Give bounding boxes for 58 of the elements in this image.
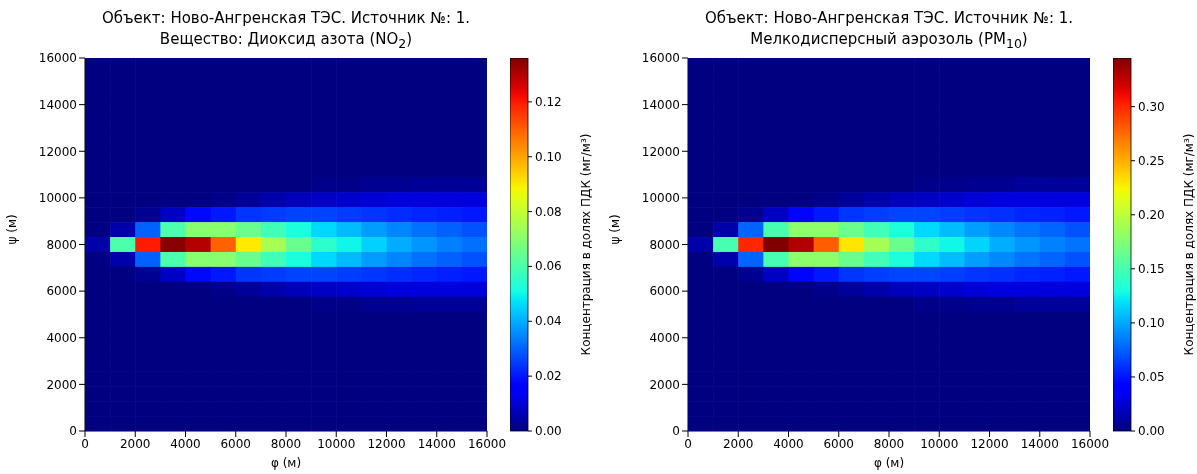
y-tick-label: 6000: [46, 284, 77, 299]
x-tick-label: 8000: [873, 436, 905, 451]
y-tick-label: 10000: [641, 191, 680, 206]
x-tick-label: 0: [81, 436, 89, 451]
y-tick-label: 8000: [46, 237, 77, 252]
color-bar-label: 0.06: [535, 259, 562, 274]
x-tick-label: 16000: [1070, 436, 1110, 451]
color-bar-label: 0.12: [535, 94, 562, 109]
y-tick-label: 12000: [641, 144, 680, 159]
x-tick-label: 2000: [119, 436, 151, 451]
y-axis-title: ψ (м): [5, 214, 20, 245]
y-tick-label: 2000: [46, 377, 77, 392]
y-tick-label: 12000: [38, 144, 77, 159]
y-tick-label: 4000: [46, 331, 77, 346]
chart-title: Объект: Ново-Ангренская ТЭС. Источник №: 1. Мелкодисперсный аэрозоль (PM$_{10}$): [704, 9, 1074, 51]
color-bar-title: Концентрация в долях ПДК (мг/м³): [1182, 133, 1196, 356]
x-tick-label: 14000: [1020, 436, 1059, 451]
y-tick-label: 4000: [649, 331, 680, 346]
y-tick-label: 6000: [649, 284, 680, 299]
color-bar-label: 0.25: [1138, 153, 1165, 168]
x-tick-label: 4000: [773, 436, 804, 451]
x-axis-title: φ (м): [872, 456, 906, 470]
y-tick-label: 10000: [38, 191, 77, 206]
x-tick-label: 8000: [270, 436, 302, 451]
y-tick-label: 8000: [649, 237, 680, 252]
color-bar-label: 0.05: [1138, 369, 1165, 384]
color-bar-label: 0.10: [535, 149, 562, 164]
color-bar-label: 0.02: [535, 369, 562, 384]
y-tick-label: 2000: [649, 377, 680, 392]
x-tick-label: 16000: [467, 436, 507, 451]
y-tick-label: 0: [69, 424, 77, 439]
x-tick-label: 12000: [970, 436, 1009, 451]
color-bar-label: 0.00: [535, 424, 562, 438]
x-tick-label: 10000: [317, 436, 356, 451]
y-tick-label: 16000: [641, 51, 680, 66]
x-tick-label: 0: [684, 436, 692, 451]
color-bar-label: 0.08: [535, 204, 562, 219]
color-bar-title: Концентрация в долях ПДК (мг/м³): [579, 133, 593, 356]
x-tick-label: 2000: [722, 436, 754, 451]
x-axis-title: φ (м): [269, 456, 303, 470]
y-tick-label: 0: [672, 424, 680, 439]
x-tick-label: 4000: [170, 436, 201, 451]
color-bar-label: 0.00: [1138, 424, 1165, 438]
x-tick-label: 14000: [417, 436, 456, 451]
x-tick-label: 12000: [367, 436, 406, 451]
x-tick-label: 6000: [220, 436, 252, 451]
y-tick-label: 14000: [641, 97, 680, 112]
chart-title: Объект: Ново-Ангренская ТЭС. Источник №: 1. Вещество: Диоксид азота (NO$_{2}$): [101, 9, 471, 51]
x-tick-label: 6000: [823, 436, 855, 451]
color-bar-label: 0.10: [1138, 315, 1165, 330]
y-tick-label: 16000: [38, 51, 77, 66]
color-bar-label: 0.30: [1138, 99, 1165, 114]
y-tick-label: 14000: [38, 97, 77, 112]
color-bar-label: 0.04: [535, 314, 562, 329]
y-axis-title: ψ (м): [608, 214, 623, 245]
x-tick-label: 10000: [920, 436, 959, 451]
color-bar-label: 0.15: [1138, 261, 1165, 276]
color-bar-label: 0.20: [1138, 207, 1165, 222]
